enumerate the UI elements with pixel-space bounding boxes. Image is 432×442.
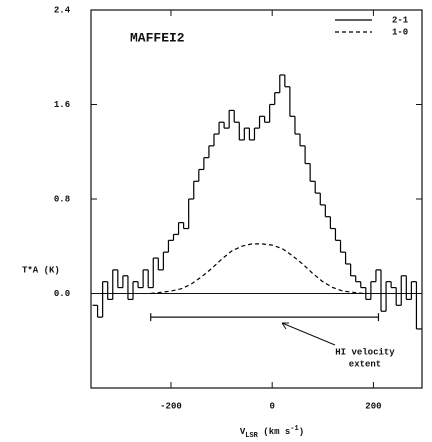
x-tick-label: 0 xyxy=(269,401,274,411)
plot-frame xyxy=(90,9,423,389)
legend-label: 1-0 xyxy=(392,27,408,37)
x-axis-label: VLSR (km s-1) xyxy=(240,425,304,440)
x-label-unit: (km s xyxy=(258,427,290,437)
x-label-sup: -1 xyxy=(290,425,298,433)
x-label-end: ) xyxy=(299,427,304,437)
chart-title: MAFFEI2 xyxy=(130,30,185,45)
annotation-text: extent xyxy=(349,359,381,369)
x-label-sub: LSR xyxy=(245,432,258,440)
x-tick-label: -200 xyxy=(160,401,182,411)
y-tick-label: 2.4 xyxy=(54,5,71,15)
annotation-text: HI velocity xyxy=(335,347,395,357)
y-tick-label: 1.6 xyxy=(54,100,70,110)
spectrum-line xyxy=(150,243,364,295)
y-tick-label: 0.8 xyxy=(54,194,70,204)
annotation-arrow xyxy=(281,322,336,346)
y-axis-label: T*A (K) xyxy=(22,265,60,275)
x-tick-label: 200 xyxy=(365,401,381,411)
y-tick-label: 0.0 xyxy=(54,289,70,299)
x-label-main: V xyxy=(240,427,246,437)
legend-label: 2-1 xyxy=(392,15,409,25)
